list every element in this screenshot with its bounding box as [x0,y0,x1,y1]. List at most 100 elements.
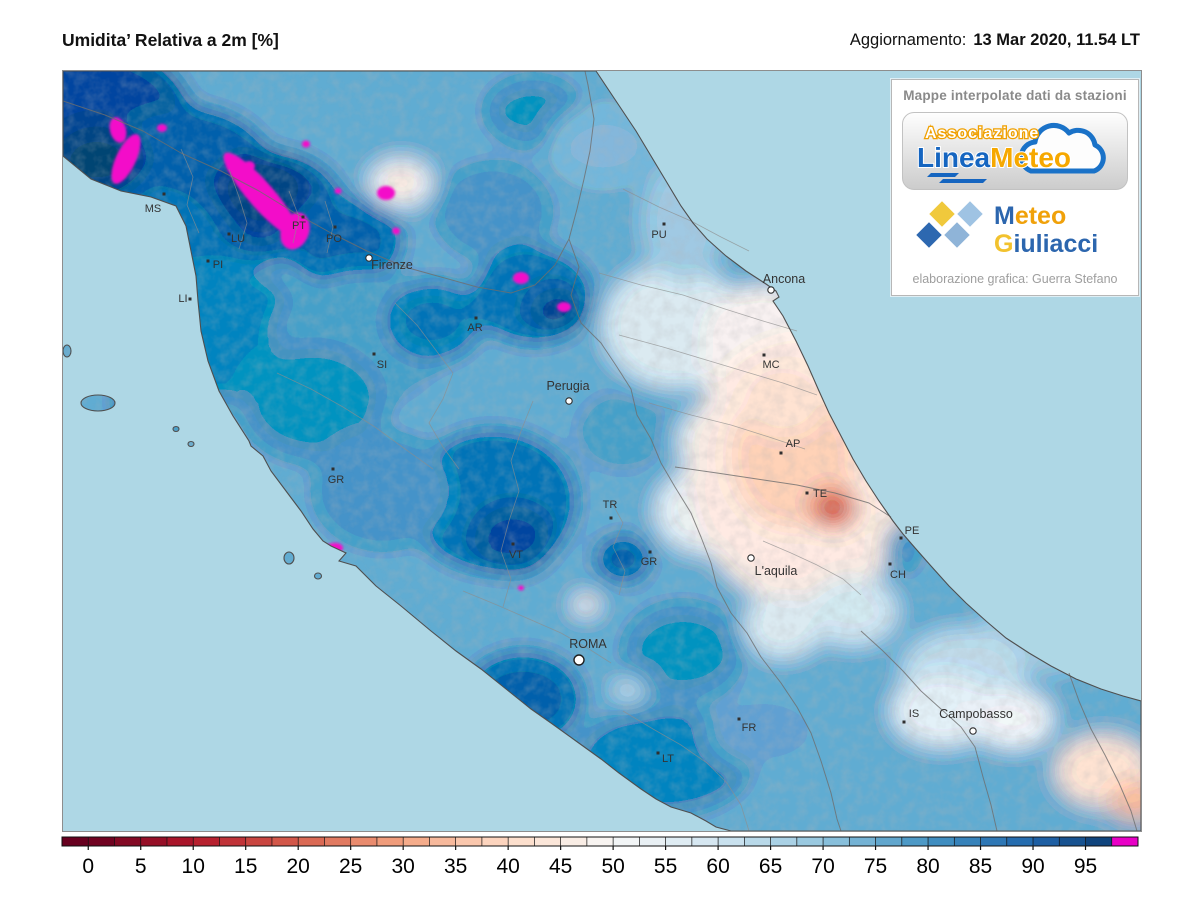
city-label: PU [651,229,666,241]
city-label: GR [328,474,345,486]
speed-dashes [927,173,987,183]
colorbar-tick-label: 15 [234,855,257,878]
city-label: LT [662,753,674,765]
colorbar-segment [849,837,876,846]
colorbar: 0 5 10 15 20 25 30 35 40 45 50 55 60 65 70 75 80 85 90 95 [0,835,1200,895]
lineameteo-logo-art: Associazione LineaMeteo [916,122,1106,183]
colorbar-segment [586,837,614,846]
city-label: PE [905,525,920,537]
colorbar-segment [481,837,509,846]
city-label: AP [786,438,801,450]
colorbar-segment [901,837,929,846]
saturated-patch [334,188,342,194]
colorbar-tick-label: 0 [82,855,94,878]
colorbar-tick-label: 20 [287,855,310,878]
colorbar-segment [875,837,902,846]
colorbar-tick-label: 70 [811,855,834,878]
city-marker [162,192,166,196]
city-label: LI [178,293,187,305]
colorbar-segment [508,837,535,846]
city-marker [573,654,585,666]
colorbar-segment [1033,837,1060,846]
city-label: ROMA [569,637,607,651]
city-marker [888,562,892,566]
city-marker [331,467,335,471]
meteogiuliacci-logo: Meteo Giuliacci [902,196,1128,266]
meteogiuliacci-logo-art: Meteo Giuliacci [916,201,1098,258]
colorbar-tick-label: 45 [549,855,572,878]
city-label: AR [467,322,482,334]
city-marker [474,316,478,320]
city-marker [779,451,783,455]
city-label: L'aquila [755,564,798,578]
colorbar-tick-label: 85 [969,855,992,878]
saturated-patch [111,134,141,184]
city-label: Firenze [371,258,413,272]
city-label: Campobasso [939,707,1013,721]
saturated-patch [280,212,310,250]
saturated-patch [557,302,571,312]
colorbar-segment [88,837,115,846]
logo-panel-header: Mappe interpolate dati da stazioni [903,88,1127,103]
colorbar-segment [166,837,194,846]
colorbar-segment [613,837,640,846]
colorbar-segment [298,837,325,846]
city-label: Ancona [763,272,805,286]
colorbar-segment [665,837,692,846]
city-marker [365,254,373,262]
update-label: Aggiornamento: [849,31,967,49]
saturated-patch [302,140,310,148]
city-marker [969,727,977,735]
colorbar-tick-label: 90 [1021,855,1044,878]
city-labels: MS LU PI LI PT PO Firenze PU Ancona AR SI MC Perugia… [145,192,1013,765]
city-label: PO [326,233,342,245]
colorbar-tick-label: 75 [864,855,887,878]
colorbar-tick-label: 60 [706,855,729,878]
colorbar-segment [534,837,561,846]
colorbar-frame [61,836,1139,847]
credit-text: elaborazione grafica: Guerra Stefano [912,272,1118,286]
lineameteo-wordmark: LineaMeteo [917,142,1071,173]
colorbar-segment [770,837,797,846]
update-timestamp: Aggiornamento: 13 Mar 2020, 11.54 LT [850,31,1140,50]
colorbar-tick-label: 30 [391,855,414,878]
colorbar-tick-label: 35 [444,855,467,878]
saturated-patch [513,272,529,284]
city-label: PT [292,220,306,232]
city-label: PI [213,259,223,271]
humidity-map: MS LU PI LI PT PO Firenze PU Ancona AR SI MC Perugia… [62,70,1142,832]
city-marker [902,720,906,724]
city-marker [565,397,573,405]
city-label: CH [890,569,906,581]
colorbar-segment [140,837,167,846]
saturated-patch [392,227,400,235]
city-marker [609,516,613,520]
city-label: LU [231,233,245,245]
city-marker [648,550,652,554]
colorbar-segment [350,837,377,846]
colorbar-segment [1006,837,1034,846]
colorbar-segment [1085,837,1112,846]
colorbar-segment [796,837,824,846]
colorbar-tick-label: 50 [601,855,624,878]
colorbar-segment [219,837,246,846]
city-label: MS [145,203,162,215]
city-marker [767,286,775,294]
associazione-text: Associazione [925,125,1039,142]
saturated-humidity-patches [109,117,571,591]
saturated-patch [243,161,255,171]
colorbar-segment [324,837,351,846]
colorbar-segment [193,837,220,846]
city-label: TE [813,488,827,500]
colorbar-segment [744,837,771,846]
city-label: VT [509,549,523,561]
saturated-patch [223,152,299,238]
colorbar-tick-label: 10 [182,855,205,878]
colorbar-segment [403,837,430,846]
city-marker [747,554,755,562]
title-bar: Umidita’ Relativa a 2m [%] Aggiornamento… [0,0,1200,70]
city-marker [333,225,337,229]
city-label: IS [909,708,919,720]
colorbar-segment [823,837,850,846]
saturated-patch [518,585,524,591]
